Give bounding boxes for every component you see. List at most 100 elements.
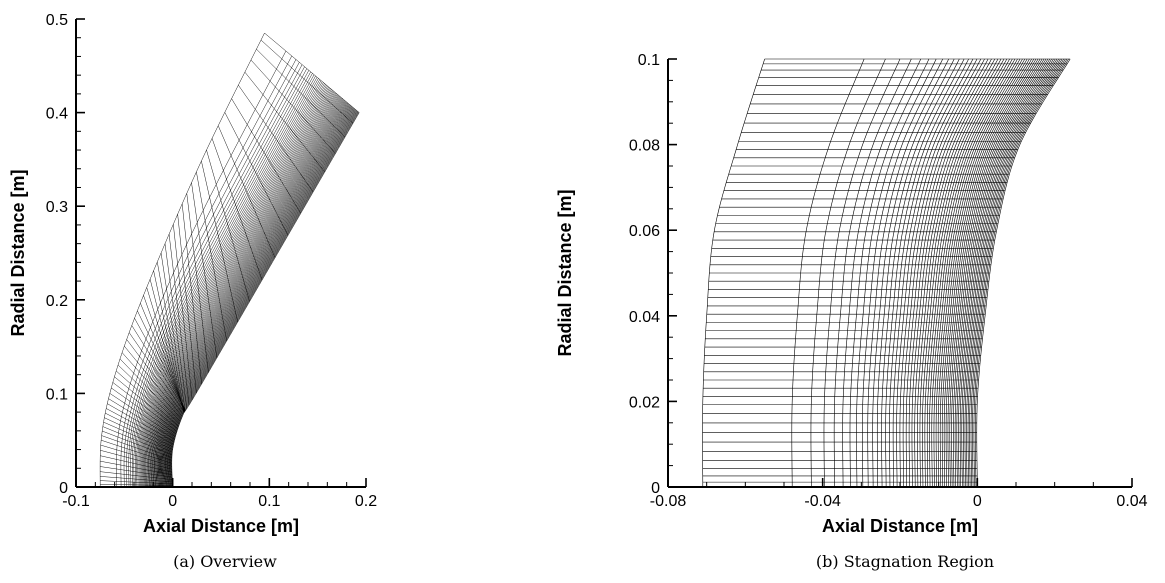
mesh-line: [260, 39, 354, 124]
mesh-line: [206, 149, 250, 302]
mesh-line: [162, 102, 348, 488]
mesh-line: [163, 103, 349, 488]
mesh-line: [211, 138, 263, 281]
mesh-line: [201, 160, 238, 323]
mesh-line: [153, 270, 185, 413]
mesh-line: [250, 59, 336, 154]
mesh-line: [130, 66, 305, 488]
mesh-line: [196, 171, 227, 342]
y-tick-label: 0.04: [629, 309, 660, 326]
mesh-line: [173, 224, 193, 400]
y-tick-label: 0.5: [46, 12, 68, 29]
caption-stagnation-region: (b) Stagnation Region: [815, 552, 995, 571]
mesh-line: [114, 376, 178, 430]
x-tick-label: 0: [973, 493, 982, 510]
y-tick-label: 0.06: [629, 223, 660, 240]
y-tick-label: 0.4: [46, 106, 68, 123]
mesh-line: [137, 310, 186, 410]
y-tick-label: 0: [651, 480, 660, 497]
mesh-line: [244, 71, 326, 173]
mesh-line: [140, 78, 319, 488]
mesh-line: [218, 125, 276, 258]
chart-panel-stagnation: -0.08 -0.04 0 0.04 0 0.02 0.04 0.06 0.08 0.1 Axial…: [540, 0, 1165, 583]
y-axis-title: Radial Distance [m]: [8, 169, 28, 336]
mesh-line: [107, 403, 175, 443]
x-tick-label: 0.2: [355, 493, 377, 510]
mesh-line: [105, 412, 174, 448]
mesh-line: [126, 339, 184, 415]
mesh-line: [224, 112, 289, 236]
y-tick-label: 0.02: [629, 394, 660, 411]
mesh-line: [143, 295, 185, 412]
y-tick-label: 0.1: [638, 52, 660, 69]
stagnation-mesh-plot: -0.08 -0.04 0 0.04 0 0.02 0.04 0.06 0.08 0.1 Axial…: [555, 52, 1148, 536]
mesh-line: [177, 214, 197, 393]
mesh-line: [181, 203, 202, 385]
mesh-line: [100, 455, 173, 473]
mesh-line: [168, 109, 356, 487]
mesh-line: [119, 358, 181, 422]
x-tick-label: -0.1: [62, 493, 90, 510]
y-tick-label: 0.1: [46, 386, 68, 403]
mesh-line: [101, 435, 172, 461]
mesh-line: [100, 444, 172, 467]
mesh-line: [104, 417, 173, 450]
x-tick-label: -0.08: [650, 493, 687, 510]
mesh-line: [100, 480, 173, 485]
x-tick-label: -0.04: [804, 493, 841, 510]
mesh-line: [100, 476, 173, 483]
mesh-line: [100, 460, 173, 475]
mesh-line: [238, 84, 314, 193]
mesh-line: [100, 471, 173, 480]
mesh-line: [117, 364, 180, 425]
mesh-line: [146, 287, 185, 412]
mesh-line: [109, 393, 176, 437]
x-tick-label: 0: [168, 493, 177, 510]
mesh-line: [231, 98, 302, 214]
mesh-line: [102, 430, 173, 458]
mesh-line: [164, 104, 351, 487]
mesh-line: [264, 32, 360, 113]
mesh-line: [164, 243, 188, 409]
mesh-line: [166, 106, 353, 488]
mesh-line: [124, 346, 183, 417]
mesh-line: [160, 252, 186, 412]
mesh-line: [152, 90, 334, 487]
mesh-grid: [702, 58, 1071, 488]
mesh-line: [112, 382, 178, 432]
mesh-line: [157, 261, 185, 413]
mesh-line: [191, 182, 218, 358]
x-tick-label: 0.04: [1116, 493, 1147, 510]
mesh-line: [116, 370, 179, 427]
mesh-line: [103, 421, 173, 453]
mesh-line: [134, 318, 186, 410]
mesh-line: [976, 58, 1071, 487]
mesh-line: [111, 387, 177, 435]
mesh-grid: [99, 32, 360, 488]
mesh-line: [100, 450, 172, 470]
mesh-line: [108, 398, 175, 440]
caption-overview: (a) Overview: [173, 552, 277, 571]
mesh-line: [101, 439, 172, 464]
y-tick-label: 0.08: [629, 138, 660, 155]
y-axis-title: Radial Distance [m]: [555, 189, 575, 356]
y-tick-label: 0.3: [46, 199, 68, 216]
mesh-line: [102, 426, 173, 456]
mesh-line: [128, 332, 185, 413]
chart-panel-overview: -0.1 0 0.1 0.2 0 0.1 0.2 0.3 0.4 0.5 Axial Distanc…: [0, 0, 420, 583]
mesh-line: [165, 105, 351, 487]
mesh-line: [106, 408, 174, 445]
mesh-line: [167, 107, 354, 488]
mesh-line: [168, 234, 190, 406]
mesh-line: [121, 352, 182, 420]
mesh-line: [100, 483, 173, 486]
mesh-line: [186, 193, 209, 373]
mesh-line: [131, 325, 186, 411]
mesh-line: [256, 49, 346, 138]
x-axis-title: Axial Distance [m]: [143, 516, 299, 536]
x-tick-label: 0.1: [258, 493, 280, 510]
y-tick-label: 0: [59, 480, 68, 497]
mesh-line: [100, 466, 173, 478]
mesh-line: [165, 106, 352, 488]
